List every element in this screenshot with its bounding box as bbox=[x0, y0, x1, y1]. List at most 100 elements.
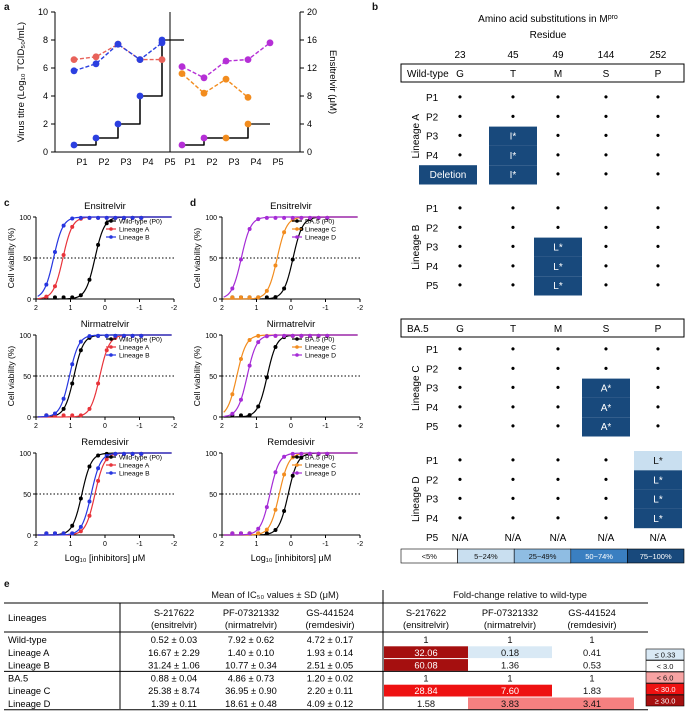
data-point bbox=[256, 295, 261, 300]
mutation-cell bbox=[534, 237, 582, 257]
fold-value: 1.83 bbox=[583, 686, 601, 696]
no-mutation-dot: • bbox=[656, 90, 660, 104]
mutation-cell bbox=[582, 417, 630, 437]
data-point bbox=[273, 295, 278, 300]
fold-value: 1 bbox=[507, 635, 512, 645]
data-point bbox=[273, 507, 278, 512]
data-point bbox=[87, 334, 92, 339]
x-tick-label: 2 bbox=[34, 541, 38, 548]
no-mutation-dot: • bbox=[458, 90, 462, 104]
row-lineage: Lineage A bbox=[8, 648, 50, 658]
plot-title: Remdesivir bbox=[81, 437, 129, 448]
y-tick-label: 0 bbox=[213, 297, 217, 304]
fold-value: 3.83 bbox=[501, 699, 519, 709]
panel-label-d: d bbox=[190, 198, 197, 209]
fit-curve bbox=[37, 334, 172, 418]
no-mutation-dot: • bbox=[656, 400, 660, 414]
data-point bbox=[273, 215, 278, 220]
data-point bbox=[96, 466, 101, 471]
x-tick-label: -2 bbox=[171, 541, 177, 548]
drug-name: GS-441524 bbox=[306, 608, 354, 618]
no-mutation-dot: • bbox=[556, 201, 560, 215]
data-point bbox=[130, 215, 135, 220]
data-point bbox=[44, 531, 49, 536]
passage-label: P2 bbox=[426, 223, 439, 234]
data-point bbox=[273, 333, 278, 338]
data-point bbox=[307, 333, 312, 338]
data-point bbox=[130, 451, 135, 456]
data-point bbox=[282, 509, 287, 514]
passage-label: P4 bbox=[426, 403, 439, 414]
col-lineages: Lineages bbox=[8, 613, 47, 624]
x-tick-label: P1 bbox=[184, 157, 195, 167]
data-point bbox=[282, 472, 287, 477]
y-tick-label: 50 bbox=[23, 492, 31, 499]
data-point bbox=[247, 413, 252, 418]
fold-value: 1.58 bbox=[417, 699, 435, 709]
mutation-text: I* bbox=[510, 170, 517, 181]
mutation-text: L* bbox=[653, 456, 663, 467]
mean-value: 18.61 ± 0.48 bbox=[225, 699, 277, 709]
titre-point bbox=[158, 56, 166, 63]
fold-cell-bg bbox=[550, 697, 634, 710]
legend-marker bbox=[109, 353, 113, 357]
tick-label-left: 2 bbox=[43, 119, 48, 129]
fold-value: 7.60 bbox=[501, 686, 519, 696]
legend-label: Wild-type (P0) bbox=[119, 455, 162, 462]
data-point bbox=[44, 294, 49, 299]
mutation-text: L* bbox=[653, 514, 663, 525]
data-point bbox=[307, 451, 312, 456]
mean-value: 4.86 ± 0.73 bbox=[228, 673, 274, 683]
x-tick-label: 1 bbox=[255, 423, 259, 430]
y-tick-label: 100 bbox=[19, 215, 31, 222]
drug-name: GS-441524 bbox=[568, 608, 616, 618]
reference-row-box bbox=[400, 318, 685, 338]
concentration-point bbox=[178, 141, 186, 149]
data-point bbox=[299, 451, 304, 456]
mutation-cell bbox=[419, 165, 477, 185]
data-point bbox=[290, 473, 295, 478]
data-point bbox=[307, 215, 312, 220]
residue-number: 23 bbox=[454, 50, 466, 61]
no-mutation-dot: • bbox=[458, 472, 462, 486]
x-tick-label: 0 bbox=[289, 305, 293, 312]
no-mutation-dot: • bbox=[604, 129, 608, 143]
no-mutation-dot: • bbox=[656, 167, 660, 181]
data-point bbox=[247, 338, 252, 343]
reference-aa: M bbox=[554, 324, 562, 335]
reference-row-box bbox=[400, 63, 685, 83]
passage-label: P1 bbox=[426, 345, 439, 356]
data-point bbox=[247, 531, 252, 536]
drug-name: PF-07321332 bbox=[482, 608, 538, 618]
legend-label: Lineage C bbox=[305, 345, 336, 352]
mutation-text: Deletion bbox=[430, 170, 467, 181]
y-tick-label: 50 bbox=[23, 374, 31, 381]
concentration-point bbox=[70, 141, 78, 149]
data-point bbox=[264, 527, 269, 532]
legend-label: Lineage A bbox=[119, 227, 150, 234]
data-point bbox=[52, 250, 57, 255]
no-mutation-dot: • bbox=[556, 109, 560, 123]
data-point bbox=[121, 451, 126, 456]
no-mutation-dot: • bbox=[458, 342, 462, 356]
no-mutation-dot: • bbox=[556, 342, 560, 356]
no-mutation-dot: • bbox=[604, 492, 608, 506]
fit-curve bbox=[223, 216, 358, 298]
data-point bbox=[230, 411, 235, 416]
no-mutation-dot: • bbox=[458, 419, 462, 433]
data-point bbox=[273, 344, 278, 349]
fold-value: 1 bbox=[589, 635, 594, 645]
no-mutation-dot: • bbox=[556, 419, 560, 433]
data-point bbox=[290, 333, 295, 338]
data-point bbox=[247, 363, 252, 368]
lineage-label: Lineage B bbox=[411, 224, 422, 269]
scale-label: 25~49% bbox=[529, 552, 557, 561]
residue-number: 144 bbox=[598, 50, 615, 61]
fold-cell-bg bbox=[468, 646, 552, 659]
titre-point bbox=[222, 75, 230, 83]
data-point bbox=[264, 295, 269, 300]
tick-label-left: 10 bbox=[38, 7, 48, 17]
tick-label-left: 0 bbox=[43, 147, 48, 157]
mutation-cell bbox=[489, 165, 537, 185]
data-point bbox=[70, 381, 75, 386]
